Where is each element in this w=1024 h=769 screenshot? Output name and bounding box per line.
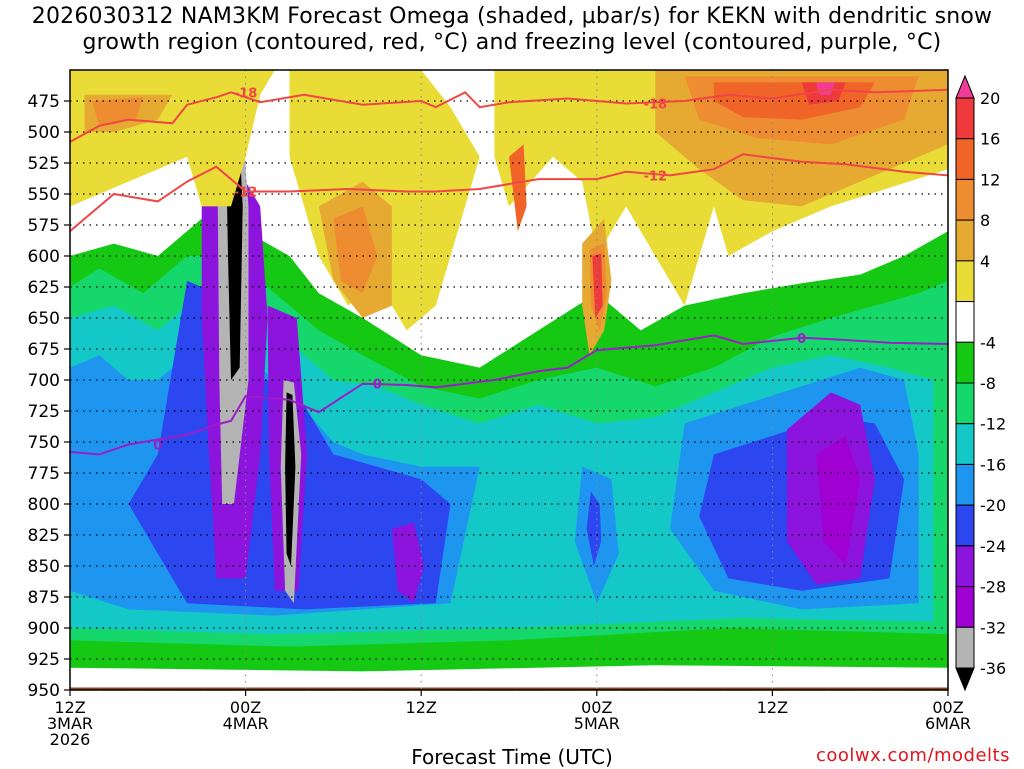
- y-tick-label: 950: [28, 681, 60, 701]
- y-tick-label: 800: [28, 495, 60, 515]
- credit-text: coolwx.com/modelts: [815, 745, 1010, 766]
- x-tick-label: 12Z: [757, 698, 788, 717]
- y-tick-label: 650: [28, 309, 60, 329]
- x-tick-label: 4MAR: [223, 714, 269, 733]
- colorbar-segment: [955, 178, 975, 221]
- omega-orange-mid: [333, 206, 378, 294]
- x-tick-label: 5MAR: [574, 714, 620, 733]
- contour-label: -12: [644, 169, 668, 184]
- colorbar-label: -20: [980, 496, 1006, 515]
- y-tick-label: 775: [28, 464, 60, 484]
- colorbar-segment: [955, 219, 975, 262]
- contour-line: [70, 153, 948, 232]
- colorbar-segment: [955, 423, 975, 465]
- contour-label: -12: [234, 186, 258, 201]
- colorbar-label: -4: [980, 333, 996, 352]
- y-tick-label: 500: [28, 123, 60, 143]
- y-tick-label: 550: [28, 185, 60, 205]
- y-tick-label: 525: [28, 154, 60, 174]
- colorbar-label: -32: [980, 618, 1006, 637]
- y-tick-label: 575: [28, 216, 60, 236]
- x-tick-label: 6MAR: [925, 714, 971, 733]
- y-tick-label: 725: [28, 402, 60, 422]
- y-tick-label: 850: [28, 557, 60, 577]
- chart-title-line-1: 2026030312 NAM3KM Forecast Omega (shaded…: [31, 4, 993, 29]
- colorbar-label: -24: [980, 537, 1006, 556]
- y-axis: 475 500 525 550 575 600 625 650 675 700 725 750 775 8…: [28, 92, 70, 701]
- contour-label: 0: [373, 378, 382, 393]
- colorbar-segment: [955, 138, 975, 180]
- colorbar-label: 12: [980, 170, 1000, 189]
- y-tick-label: 700: [28, 371, 60, 391]
- x-tick-label: 3MAR: [47, 714, 93, 733]
- colorbar-label: -16: [980, 455, 1006, 474]
- x-tick-label: 00Z: [932, 698, 963, 717]
- colorbar-segment: [955, 301, 975, 343]
- colorbar-label: 20: [980, 89, 1000, 108]
- colorbar: 20 16 12 8 4 -4 -8 -12 -16 -20 -24 -28 -32 -36: [955, 74, 1006, 692]
- omega-darkorange-col: [509, 144, 527, 232]
- colorbar-segment: [955, 586, 975, 628]
- colorbar-label: -36: [980, 659, 1006, 678]
- colorbar-label: -12: [980, 415, 1006, 434]
- x-tick-label: 00Z: [230, 698, 261, 717]
- y-tick-label: 875: [28, 588, 60, 608]
- colorbar-top-arrow: [955, 74, 975, 99]
- y-tick-label: 600: [28, 247, 60, 267]
- x-tick-label: 00Z: [581, 698, 612, 717]
- contour-line: [70, 88, 948, 143]
- y-tick-label: 625: [28, 278, 60, 298]
- colorbar-label: 4: [980, 252, 990, 271]
- omega-orange-west: [92, 97, 144, 126]
- contour-label: 0: [797, 332, 806, 347]
- x-tick-label: 12Z: [54, 698, 85, 717]
- colorbar-segment: [955, 504, 975, 547]
- x-tick-label: 12Z: [406, 698, 437, 717]
- y-tick-label: 675: [28, 340, 60, 360]
- omega-violet-core-east: [816, 435, 861, 566]
- colorbar-segment: [955, 341, 975, 384]
- colorbar-segment: [955, 97, 975, 140]
- x-axis-label: Forecast Time (UTC): [411, 745, 613, 769]
- contour-label: -18: [644, 97, 668, 112]
- colorbar-bottom-arrow: [955, 667, 975, 692]
- colorbar-label: -28: [980, 578, 1006, 597]
- y-tick-label: 475: [28, 92, 60, 112]
- y-tick-label: 900: [28, 619, 60, 639]
- contour-label: -18: [234, 86, 258, 101]
- y-tick-label: 750: [28, 433, 60, 453]
- contour-line: [70, 334, 948, 456]
- omega-purple-core-3: [391, 522, 425, 604]
- y-tick-label: 925: [28, 650, 60, 670]
- colorbar-label: 8: [980, 211, 990, 230]
- colorbar-label: -8: [980, 374, 996, 393]
- contour-label: 0: [153, 438, 162, 453]
- colorbar-segment: [955, 260, 975, 303]
- chart-title-line-2: growth region (contoured, red, °C) and f…: [82, 30, 942, 55]
- colorbar-label: 16: [980, 130, 1000, 149]
- colorbar-segment: [955, 382, 975, 425]
- omega-blue-mid: [586, 491, 602, 566]
- omega-red-col: [592, 253, 603, 318]
- x-tick-label: 2026: [50, 730, 91, 749]
- colorbar-segment: [955, 463, 975, 506]
- plot-area: -18 -18 -12 -12 0 0 0: [70, 70, 948, 690]
- y-tick-label: 825: [28, 526, 60, 546]
- isotherm-contours: -18 -18 -12 -12 0 0 0: [70, 86, 948, 456]
- colorbar-segment: [955, 626, 975, 669]
- omega-black-column-2: [285, 392, 296, 566]
- colorbar-segment: [955, 545, 975, 588]
- terrain-band: [70, 687, 948, 690]
